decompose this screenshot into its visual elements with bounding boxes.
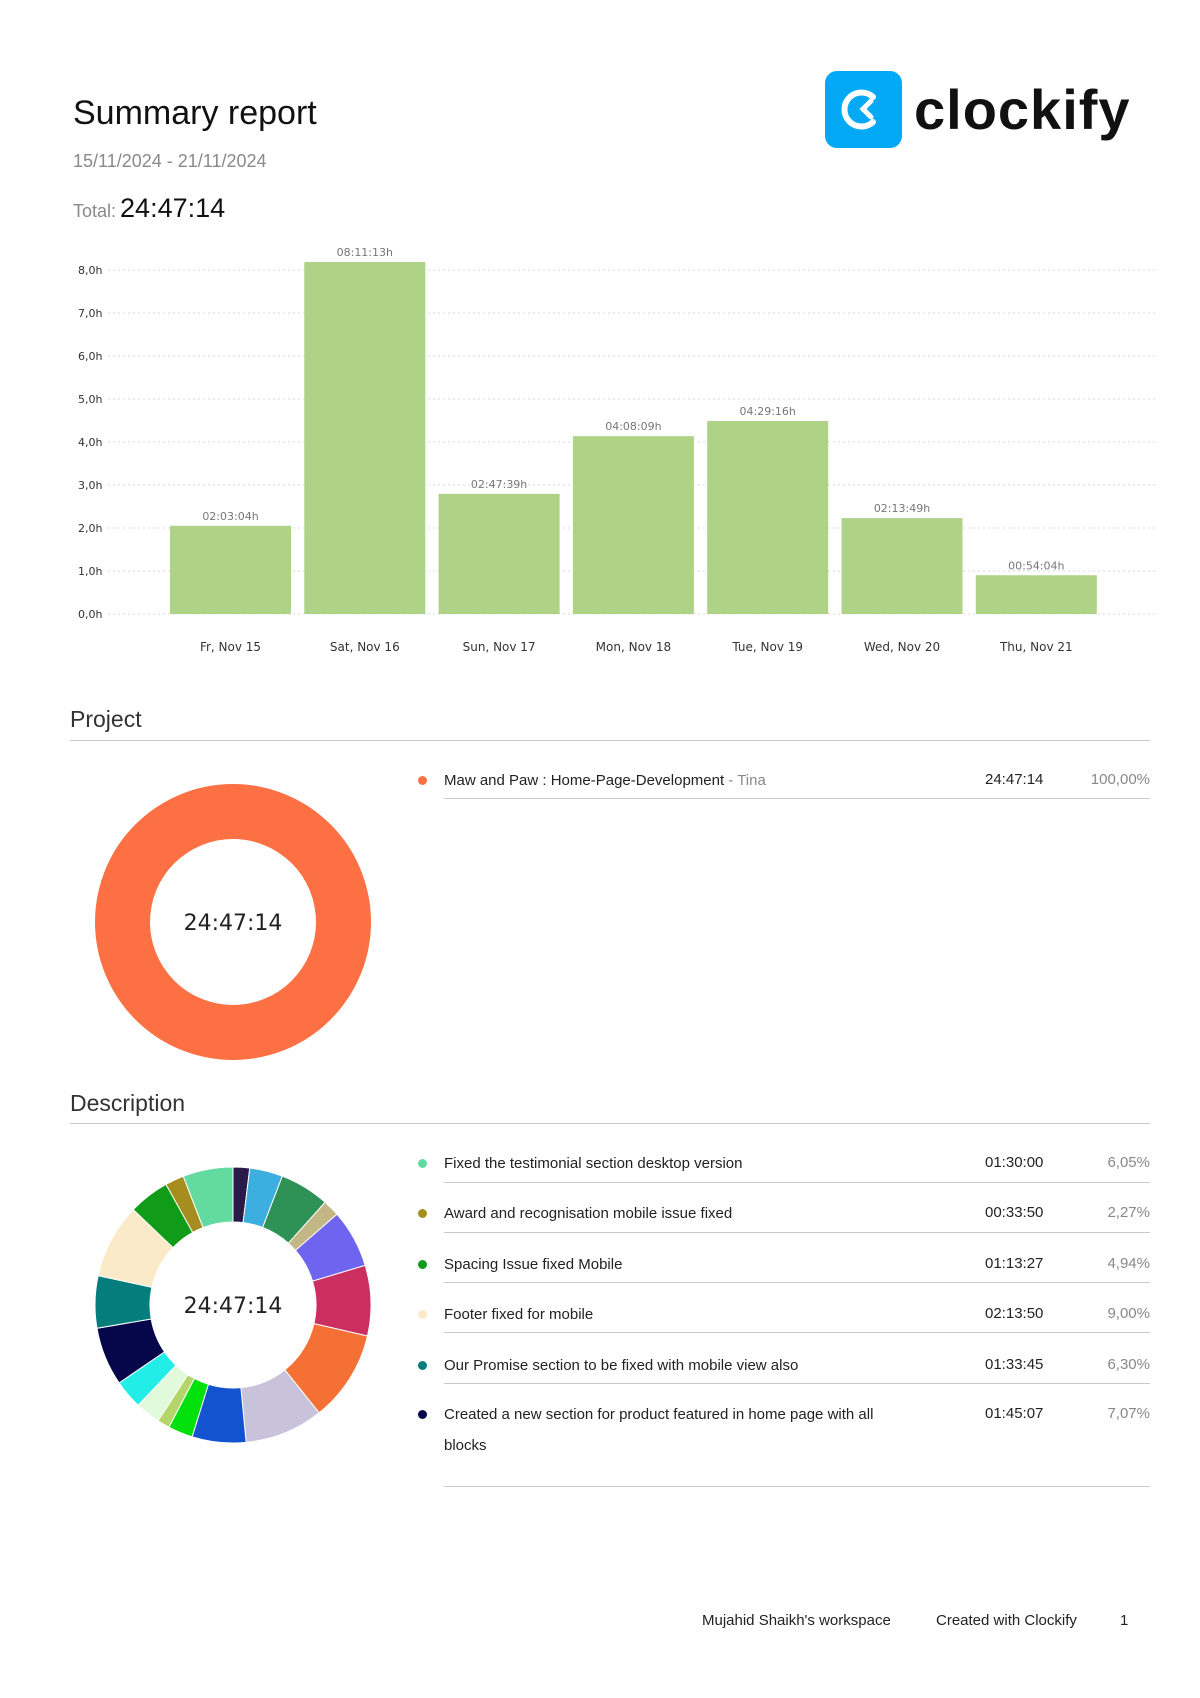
description-name: Created a new section for product featur…: [444, 1406, 874, 1454]
description-color-dot: [418, 1260, 427, 1269]
description-divider: [70, 1123, 1150, 1124]
bar-data-label: 02:13:49h: [874, 502, 930, 515]
x-tick-label: Wed, Nov 20: [864, 640, 940, 654]
bar-data-label: 04:29:16h: [740, 405, 796, 418]
bar-data-label: 04:08:09h: [605, 420, 661, 433]
y-tick-label: 5,0h: [78, 393, 102, 406]
bar-data-label: 00:54:04h: [1008, 559, 1064, 572]
project-time: 24:47:14: [985, 771, 1044, 788]
description-color-dot: [418, 1209, 427, 1218]
description-time: 01:33:45: [985, 1356, 1044, 1373]
description-percent: 7,07%: [1107, 1405, 1150, 1422]
row-divider: [444, 798, 1150, 799]
project-donut: 24:47:14: [95, 784, 371, 1060]
bar: [170, 525, 291, 614]
description-heading: Description: [70, 1090, 186, 1116]
description-percent: 6,30%: [1107, 1356, 1150, 1373]
description-color-dot: [418, 1159, 427, 1168]
client-name: - Tina: [724, 772, 766, 789]
y-tick-label: 6,0h: [78, 350, 102, 363]
y-tick-label: 1,0h: [78, 565, 102, 578]
description-time: 01:13:27: [985, 1255, 1044, 1272]
page-number: 1: [1120, 1612, 1129, 1629]
description-color-dot: [418, 1310, 427, 1319]
bar: [841, 518, 963, 614]
footer-workspace: Mujahid Shaikh's workspace: [702, 1612, 891, 1629]
bar-data-label: 02:03:04h: [202, 510, 258, 523]
description-color-dot: [418, 1361, 427, 1370]
description-name: Award and recognisation mobile issue fix…: [444, 1205, 733, 1222]
description-time: 01:45:07: [985, 1405, 1044, 1422]
x-tick-label: Sun, Nov 17: [463, 640, 536, 654]
donut-center-total: 24:47:14: [184, 1294, 283, 1319]
description-time: 00:33:50: [985, 1204, 1044, 1221]
project-divider: [70, 740, 1150, 741]
bar: [707, 421, 829, 614]
description-row: Our Promise section to be fixed with mob…: [418, 1354, 1150, 1376]
description-name: Fixed the testimonial section desktop ve…: [444, 1155, 743, 1172]
description-percent: 4,94%: [1107, 1255, 1150, 1272]
bar: [975, 575, 1097, 614]
bar-chart: 0,0h 1,0h 2,0h 3,0h 4,0h 5,0h 6,0h 7,0h 8,0h 02:0…: [78, 246, 1157, 654]
project-color-dot: [418, 776, 427, 785]
description-time: 02:13:50: [985, 1305, 1044, 1322]
description-name: Our Promise section to be fixed with mob…: [444, 1357, 799, 1374]
row-divider: [444, 1332, 1150, 1333]
row-divider: [444, 1282, 1150, 1283]
date-range: 15/11/2024 - 21/11/2024: [73, 151, 267, 171]
footer-created-with: Created with Clockify: [936, 1612, 1077, 1629]
description-color-dot: [418, 1410, 427, 1419]
y-tick-label: 0,0h: [78, 608, 102, 621]
y-tick-label: 4,0h: [78, 436, 102, 449]
description-percent: 9,00%: [1107, 1305, 1150, 1322]
y-tick-label: 8,0h: [78, 264, 102, 277]
y-tick-label: 3,0h: [78, 479, 102, 492]
description-row: Fixed the testimonial section desktop ve…: [418, 1152, 1150, 1174]
description-percent: 6,05%: [1107, 1154, 1150, 1171]
project-row: Maw and Paw : Home-Page-Development - Ti…: [418, 769, 1150, 791]
description-time: 01:30:00: [985, 1154, 1044, 1171]
y-tick-label: 2,0h: [78, 522, 102, 535]
description-name: Footer fixed for mobile: [444, 1306, 594, 1323]
description-row: Created a new section for product featur…: [418, 1403, 1150, 1454]
page-title: Summary report: [73, 94, 317, 132]
project-heading: Project: [70, 706, 142, 732]
bar-data-label: 08:11:13h: [337, 246, 393, 259]
description-row: Award and recognisation mobile issue fix…: [418, 1202, 1150, 1224]
x-tick-label: Thu, Nov 21: [999, 640, 1073, 654]
total-summary: Total: 24:47:14: [73, 193, 225, 224]
donut-segment: [95, 784, 371, 1060]
total-value: 24:47:14: [120, 193, 226, 223]
description-donut: 24:47:14: [94, 1166, 372, 1444]
donut-center-total: 24:47:14: [184, 911, 283, 936]
clockify-logo-icon: [825, 71, 902, 148]
row-divider: [444, 1182, 1150, 1183]
project-percent: 100,00%: [1090, 771, 1150, 788]
total-label: Total:: [73, 201, 117, 221]
description-percent: 2,27%: [1107, 1204, 1150, 1221]
row-divider: [444, 1383, 1150, 1384]
y-tick-label: 7,0h: [78, 307, 102, 320]
description-row: Spacing Issue fixed Mobile 01:13:27 4,94…: [418, 1253, 1150, 1275]
bar: [572, 436, 694, 614]
project-name: Maw and Paw : Home-Page-Development: [444, 772, 725, 789]
bar: [304, 261, 426, 614]
bar-data-label: 02:47:39h: [471, 478, 527, 491]
donut-segment: [182, 1166, 234, 1229]
x-tick-label: Sat, Nov 16: [330, 640, 400, 654]
clockify-logo-text: clockify: [914, 78, 1131, 141]
row-divider: [444, 1232, 1150, 1233]
x-tick-label: Mon, Nov 18: [596, 640, 671, 654]
description-name: Spacing Issue fixed Mobile: [444, 1256, 623, 1273]
x-tick-label: Tue, Nov 19: [731, 640, 803, 654]
x-tick-label: Fr, Nov 15: [200, 640, 261, 654]
clockify-logo: clockify: [825, 71, 1131, 148]
description-row: Footer fixed for mobile 02:13:50 9,00%: [418, 1303, 1150, 1325]
bar: [438, 493, 560, 614]
row-divider: [444, 1486, 1150, 1487]
